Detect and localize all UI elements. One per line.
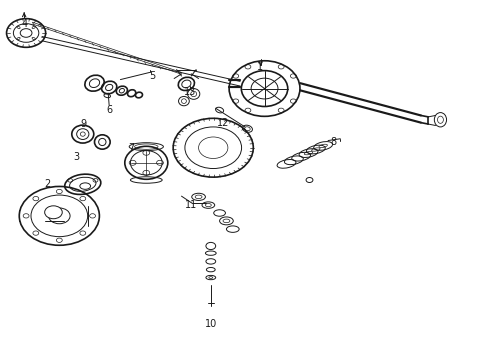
Circle shape (45, 206, 62, 219)
Text: 13: 13 (184, 87, 196, 97)
Text: 12: 12 (217, 118, 229, 128)
Text: 2: 2 (44, 179, 50, 189)
Text: 3: 3 (74, 152, 79, 162)
Text: 9: 9 (81, 120, 87, 129)
Text: 10: 10 (205, 319, 217, 329)
Text: 5: 5 (149, 71, 155, 81)
Text: 7: 7 (128, 143, 135, 153)
Text: 6: 6 (106, 105, 112, 115)
Text: 1: 1 (257, 62, 263, 72)
Text: 4: 4 (21, 19, 27, 29)
Text: 8: 8 (330, 138, 336, 147)
Text: 11: 11 (185, 200, 197, 210)
